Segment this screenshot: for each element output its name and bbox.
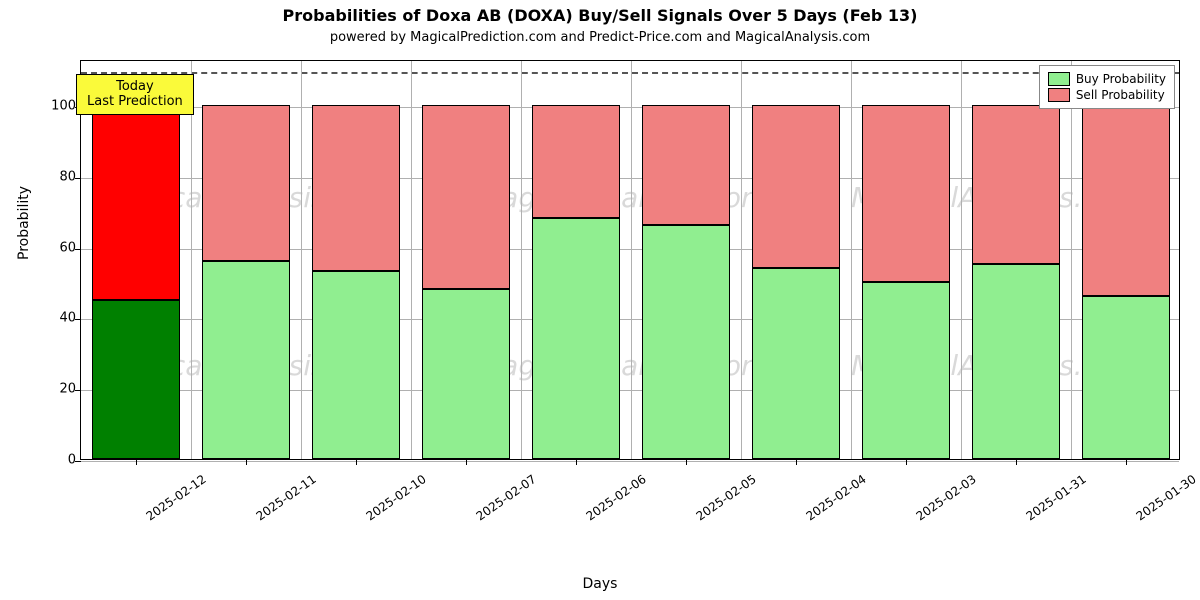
x-tick-mark xyxy=(136,459,137,465)
gridline-v xyxy=(961,61,962,459)
today-annotation: TodayLast Prediction xyxy=(76,74,194,115)
y-tick-label: 80 xyxy=(36,169,76,184)
x-tick-label: 2025-02-04 xyxy=(804,472,869,523)
buy-bar xyxy=(202,261,290,459)
x-tick-label: 2025-02-03 xyxy=(914,472,979,523)
gridline-v xyxy=(631,61,632,459)
x-tick-label: 2025-02-05 xyxy=(694,472,759,523)
y-tick-label: 0 xyxy=(36,453,76,468)
legend-label: Buy Probability xyxy=(1076,72,1166,86)
sell-bar xyxy=(532,105,620,218)
buy-bar xyxy=(642,225,730,459)
legend: Buy Probability Sell Probability xyxy=(1039,65,1175,109)
legend-label: Sell Probability xyxy=(1076,88,1165,102)
x-tick-mark xyxy=(576,459,577,465)
gridline-v xyxy=(191,61,192,459)
sell-bar xyxy=(422,105,510,289)
x-tick-mark xyxy=(1126,459,1127,465)
x-tick-mark xyxy=(796,459,797,465)
sell-bar xyxy=(1082,105,1170,296)
legend-swatch xyxy=(1048,88,1070,102)
chart-title: Probabilities of Doxa AB (DOXA) Buy/Sell… xyxy=(0,6,1200,25)
x-tick-label: 2025-02-07 xyxy=(474,472,539,523)
sell-bar xyxy=(92,105,180,300)
x-tick-label: 2025-01-30 xyxy=(1134,472,1199,523)
sell-bar xyxy=(752,105,840,268)
legend-item: Sell Probability xyxy=(1048,88,1166,102)
buy-bar xyxy=(1082,296,1170,459)
gridline-v xyxy=(521,61,522,459)
gridline-v xyxy=(301,61,302,459)
sell-bar xyxy=(642,105,730,225)
x-tick-mark xyxy=(1016,459,1017,465)
gridline-v xyxy=(1071,61,1072,459)
gridline-v xyxy=(851,61,852,459)
x-tick-mark xyxy=(246,459,247,465)
x-tick-mark xyxy=(356,459,357,465)
reference-line xyxy=(81,72,1179,74)
sell-bar xyxy=(312,105,400,271)
sell-bar xyxy=(202,105,290,261)
x-tick-label: 2025-01-31 xyxy=(1024,472,1089,523)
gridline-v xyxy=(411,61,412,459)
chart-container: Probabilities of Doxa AB (DOXA) Buy/Sell… xyxy=(0,0,1200,600)
buy-bar xyxy=(422,289,510,459)
buy-bar xyxy=(532,218,620,459)
annotation-line1: Today xyxy=(87,79,183,95)
plot-area: MagicalAnalysis.comMagicalAnalysis.comMa… xyxy=(80,60,1180,460)
y-axis-label: Probability xyxy=(16,186,32,260)
x-tick-mark xyxy=(466,459,467,465)
chart-subtitle: powered by MagicalPrediction.com and Pre… xyxy=(0,30,1200,45)
buy-bar xyxy=(312,271,400,459)
buy-bar xyxy=(972,264,1060,459)
buy-bar xyxy=(862,282,950,459)
x-tick-label: 2025-02-12 xyxy=(144,472,209,523)
x-tick-label: 2025-02-06 xyxy=(584,472,649,523)
gridline-v xyxy=(741,61,742,459)
annotation-line2: Last Prediction xyxy=(87,94,183,110)
y-tick-label: 40 xyxy=(36,311,76,326)
x-axis-label: Days xyxy=(0,576,1200,592)
sell-bar xyxy=(972,105,1060,264)
buy-bar xyxy=(92,300,180,459)
y-tick-label: 100 xyxy=(36,99,76,114)
legend-swatch xyxy=(1048,72,1070,86)
legend-item: Buy Probability xyxy=(1048,72,1166,86)
y-tick-label: 60 xyxy=(36,240,76,255)
x-tick-mark xyxy=(686,459,687,465)
sell-bar xyxy=(862,105,950,282)
buy-bar xyxy=(752,268,840,459)
x-tick-label: 2025-02-10 xyxy=(364,472,429,523)
x-tick-mark xyxy=(906,459,907,465)
x-tick-label: 2025-02-11 xyxy=(254,472,319,523)
y-tick-label: 20 xyxy=(36,382,76,397)
